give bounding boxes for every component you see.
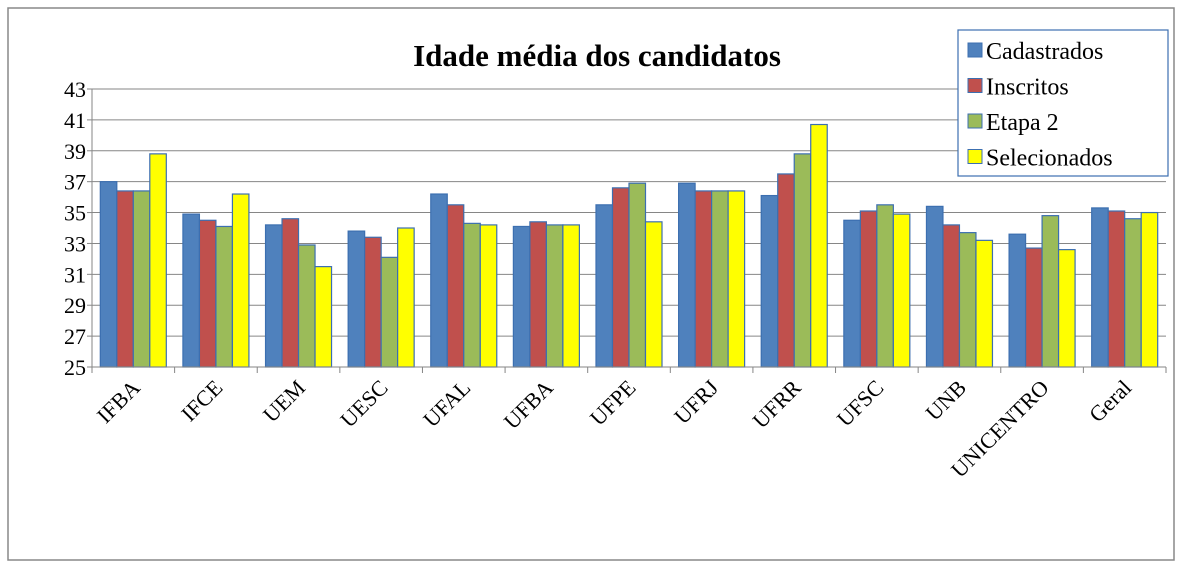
- legend-swatch: [967, 78, 983, 93]
- bar: [446, 204, 465, 368]
- legend-swatch: [967, 42, 983, 58]
- bar: [198, 219, 217, 368]
- legend-swatch: [967, 113, 983, 129]
- bar: [132, 190, 151, 368]
- legend-label: Selecionados: [986, 146, 1113, 172]
- bar: [297, 244, 316, 368]
- bar: [397, 227, 415, 368]
- bar: [628, 182, 647, 368]
- bar: [760, 194, 779, 368]
- bar: [1024, 247, 1043, 368]
- bar: [859, 210, 878, 368]
- bar: [694, 190, 713, 368]
- bar: [892, 213, 911, 368]
- bar: [380, 256, 399, 368]
- bar: [810, 123, 828, 368]
- bar: [231, 193, 250, 368]
- bar: [711, 190, 729, 368]
- y-tick-label: 43: [64, 77, 86, 102]
- bar: [793, 153, 812, 368]
- bar: [215, 225, 234, 368]
- y-tick-label: 35: [64, 201, 86, 226]
- bar: [562, 224, 580, 368]
- bar: [595, 204, 614, 368]
- bar: [958, 232, 977, 368]
- y-tick-label: 41: [64, 108, 86, 133]
- bar: [430, 193, 448, 368]
- legend-label: Inscritos: [986, 75, 1069, 101]
- bar: [463, 222, 481, 368]
- bar: [512, 225, 531, 368]
- y-tick-label: 39: [64, 139, 86, 164]
- legend-label: Etapa 2: [986, 110, 1059, 136]
- bar: [1107, 210, 1126, 368]
- bar: [99, 181, 118, 368]
- bar: [529, 221, 547, 368]
- legend-label: Cadastrados: [986, 39, 1103, 65]
- bar: [364, 236, 382, 368]
- bar: [843, 219, 861, 368]
- bar: [1140, 211, 1159, 368]
- y-tick-label: 27: [64, 324, 86, 349]
- y-tick-label: 37: [64, 170, 86, 195]
- y-tick-label: 31: [64, 262, 86, 287]
- bar: [1041, 215, 1060, 368]
- bar: [347, 230, 366, 368]
- legend-box: [957, 29, 1169, 177]
- bar: [942, 224, 961, 368]
- bar: [678, 182, 696, 368]
- y-tick-label: 33: [64, 231, 86, 256]
- bar: [149, 153, 167, 368]
- bar: [281, 218, 300, 368]
- y-tick-label: 25: [64, 355, 86, 380]
- bar: [182, 213, 201, 368]
- bar: [1008, 233, 1027, 368]
- bar: [1124, 218, 1142, 368]
- bar: [925, 205, 944, 368]
- bar: [264, 224, 283, 368]
- bar: [611, 187, 630, 368]
- bar: [975, 239, 994, 368]
- bar: [644, 221, 663, 368]
- bar: [1091, 207, 1109, 368]
- bar: [777, 173, 795, 368]
- bar: [727, 190, 746, 368]
- chart-title: Idade média dos candidatos: [413, 38, 781, 73]
- bar: [1057, 249, 1076, 368]
- bar: [314, 266, 333, 368]
- y-tick-label: 29: [64, 293, 86, 318]
- bar: [116, 190, 134, 368]
- bar: [876, 204, 894, 368]
- legend-swatch: [967, 149, 983, 164]
- bar: [479, 224, 498, 368]
- bar: [545, 224, 564, 368]
